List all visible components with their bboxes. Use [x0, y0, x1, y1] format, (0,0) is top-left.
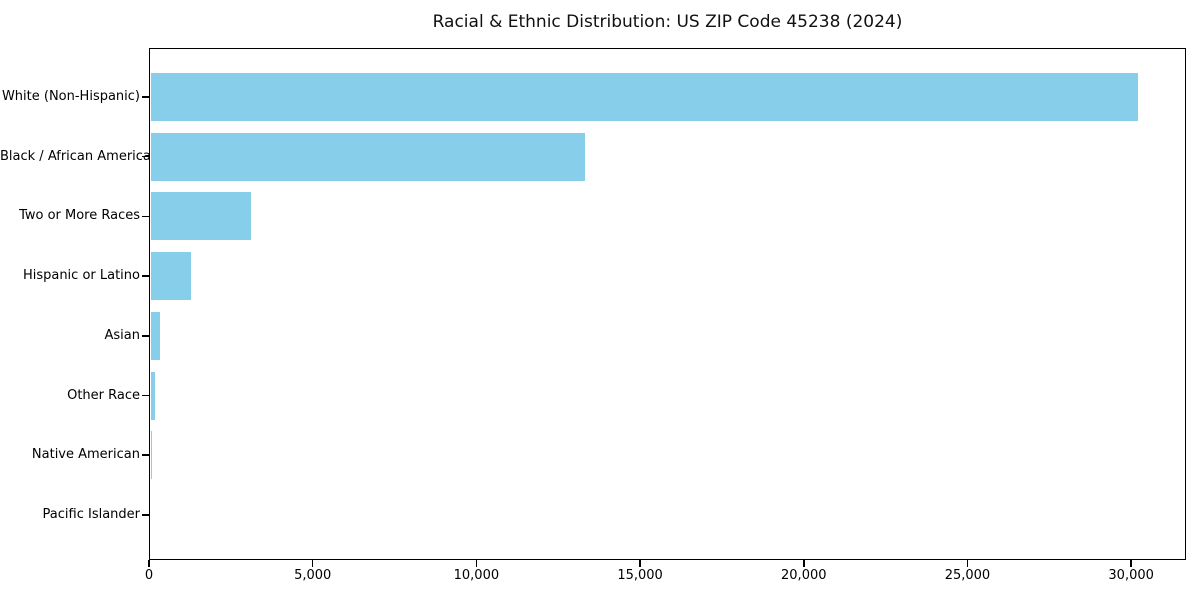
- x-tick-mark: [966, 560, 969, 567]
- x-tick-label: 20,000: [781, 568, 827, 583]
- x-tick-mark: [803, 560, 805, 567]
- chart-title: Racial & Ethnic Distribution: US ZIP Cod…: [432, 12, 903, 32]
- bar-black-african-american: [150, 132, 585, 181]
- y-axis-label: Hispanic or Latino: [22, 268, 140, 284]
- x-tick-mark: [475, 560, 478, 567]
- y-tick-mark: [142, 514, 149, 516]
- x-tick-label: 0: [144, 568, 154, 583]
- y-tick-mark: [142, 394, 149, 397]
- y-axis-label: Other Race: [67, 387, 140, 403]
- y-axis-label: Native American: [31, 447, 140, 463]
- y-tick-mark: [142, 96, 149, 98]
- y-tick-mark: [142, 275, 149, 277]
- bar-white-non-hispanic: [150, 73, 1138, 121]
- x-tick-label: 5,000: [294, 568, 332, 583]
- y-axis-label: Two or More Races: [19, 208, 140, 224]
- y-tick-mark: [142, 454, 149, 456]
- y-tick-mark: [142, 215, 149, 218]
- bar-hispanic-or-latino: [150, 252, 191, 301]
- bar-native-american: [150, 431, 152, 480]
- x-tick-label: 10,000: [453, 568, 500, 583]
- y-axis-label: White (Non-Hispanic): [1, 89, 140, 104]
- bar-two-or-more-races: [150, 192, 252, 241]
- x-tick-label: 25,000: [944, 568, 991, 583]
- y-axis-label: Asian: [104, 327, 140, 343]
- x-tick-mark: [639, 560, 641, 567]
- bar-asian: [150, 311, 160, 360]
- y-axis-label: Black / African American: [0, 148, 160, 164]
- x-tick-mark: [148, 560, 150, 567]
- y-tick-mark: [142, 155, 149, 158]
- y-tick-mark: [142, 335, 149, 337]
- plot-area: [149, 48, 1186, 560]
- y-axis-label: Pacific Islander: [42, 506, 140, 522]
- x-tick-mark: [1130, 560, 1132, 567]
- bar-other-race: [150, 371, 156, 420]
- x-tick-mark: [311, 560, 314, 567]
- x-tick-label: 30,000: [1108, 568, 1154, 583]
- x-tick-label: 15,000: [617, 568, 663, 583]
